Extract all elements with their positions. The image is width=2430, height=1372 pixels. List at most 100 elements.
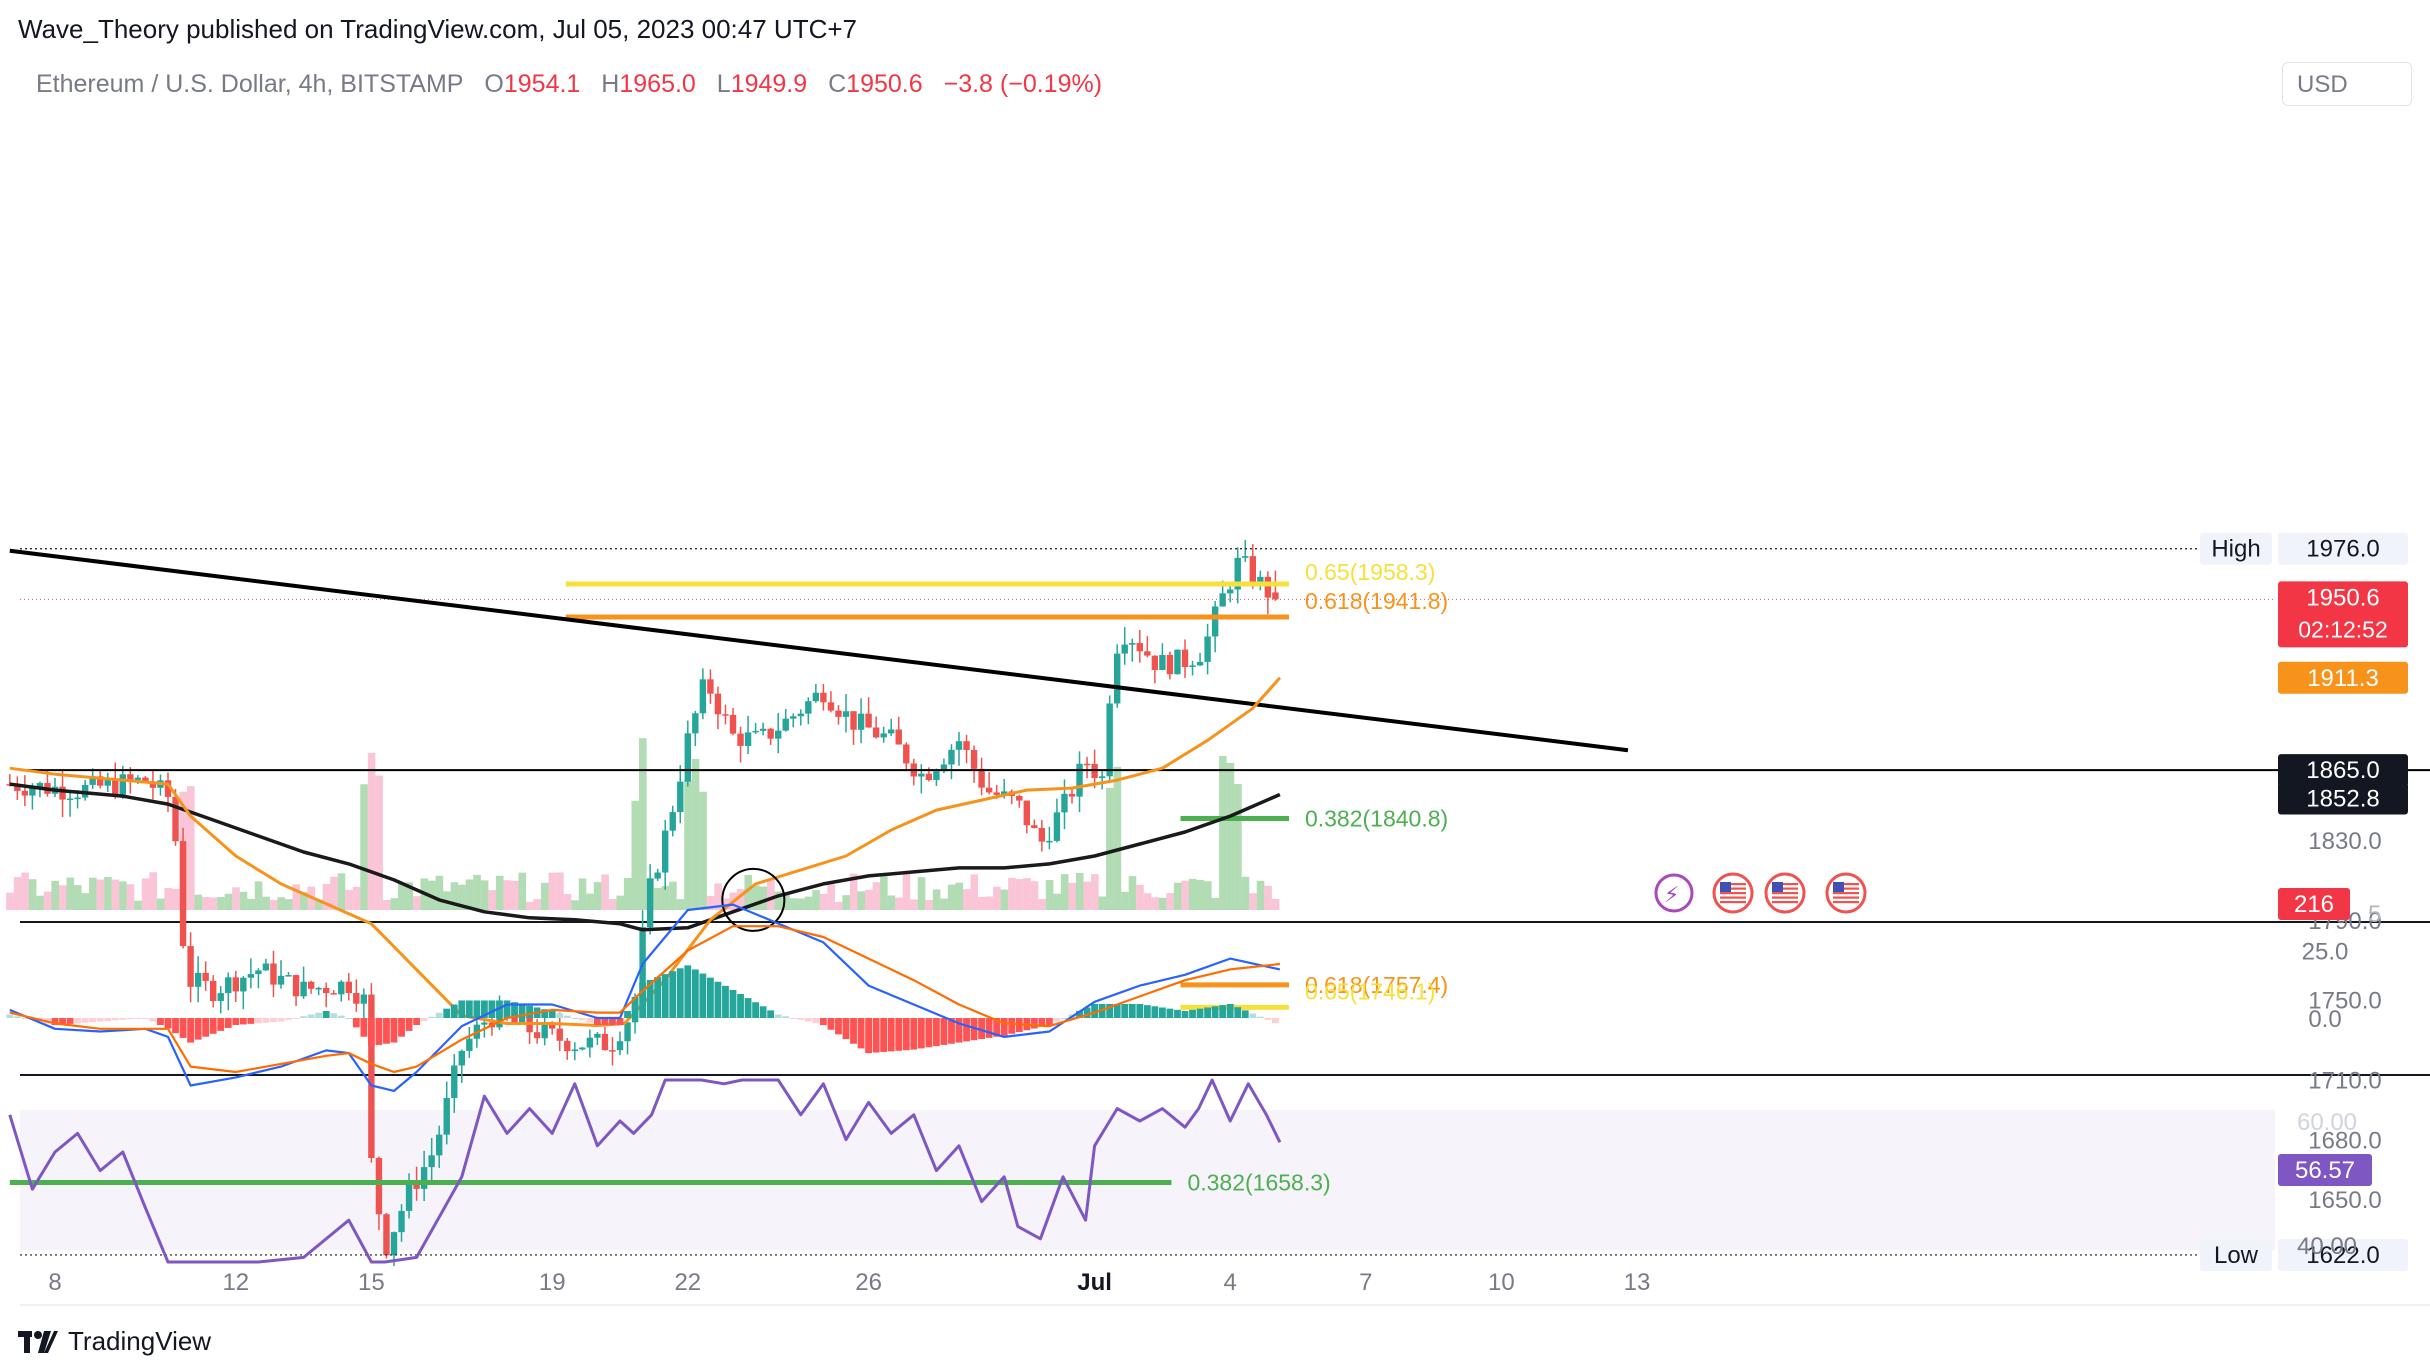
macd-histogram-bar bbox=[1204, 1007, 1211, 1018]
volume-bar bbox=[797, 898, 805, 910]
rsi-axis-tick: 60.00 bbox=[2297, 1109, 2357, 1136]
macd-axis-tick: 0.0 bbox=[2308, 1006, 2341, 1033]
candle-body bbox=[1038, 827, 1046, 842]
macd-histogram-bar bbox=[910, 1018, 918, 1050]
trend-line[interactable] bbox=[9, 548, 1629, 753]
candle-body bbox=[624, 1022, 631, 1042]
volume-bar bbox=[1030, 881, 1039, 910]
circle-marker[interactable] bbox=[721, 867, 786, 932]
candle-body bbox=[827, 702, 835, 711]
svg-text:Low: Low bbox=[2214, 1242, 2259, 1269]
volume-bar bbox=[1188, 878, 1197, 910]
us-flag-event-icon[interactable] bbox=[1825, 872, 1867, 914]
currency-button[interactable]: USD bbox=[2282, 62, 2412, 106]
volume-bar bbox=[518, 872, 527, 910]
macd-histogram-bar bbox=[149, 1018, 157, 1022]
candle-body bbox=[481, 1022, 488, 1025]
low-label: L bbox=[716, 70, 731, 98]
candle-body bbox=[240, 977, 247, 992]
candle-body bbox=[104, 779, 111, 786]
macd-histogram-bar bbox=[134, 1018, 142, 1019]
macd-histogram-bar bbox=[74, 1018, 81, 1024]
macd-histogram-bar bbox=[51, 1018, 59, 1026]
us-flag-event-icon[interactable] bbox=[1764, 872, 1806, 914]
macd-histogram-bar bbox=[737, 994, 744, 1018]
volume-bar bbox=[842, 895, 850, 910]
volume-bar bbox=[345, 889, 353, 910]
volume-bar bbox=[616, 895, 624, 910]
candle-body bbox=[1106, 703, 1113, 777]
candle-body bbox=[677, 781, 684, 813]
macd-histogram-bar bbox=[1106, 1003, 1114, 1018]
macd-histogram-bar bbox=[300, 1016, 307, 1018]
macd-histogram-bar bbox=[669, 971, 677, 1018]
candle-body bbox=[737, 733, 744, 746]
svg-text:1950.6: 1950.6 bbox=[2306, 584, 2379, 611]
candle-body bbox=[669, 812, 676, 831]
macd-histogram-bar bbox=[895, 1018, 903, 1051]
candle-body bbox=[850, 711, 857, 730]
footer-brand: TradingView bbox=[68, 1326, 212, 1356]
candle-body bbox=[549, 1024, 556, 1029]
volume-bar bbox=[962, 889, 971, 910]
candle-body bbox=[420, 1167, 428, 1189]
tradingview-logo[interactable]: TradingView bbox=[18, 1326, 211, 1357]
macd-histogram-bar bbox=[66, 1018, 74, 1024]
lightning-event-icon[interactable] bbox=[1654, 873, 1694, 913]
candle-body bbox=[790, 716, 797, 719]
macd-histogram-bar bbox=[1196, 1008, 1204, 1018]
volume-bar bbox=[126, 884, 135, 910]
symbol-bar[interactable]: Ethereum / U.S. Dollar, 4h, BITSTAMP O19… bbox=[36, 70, 1102, 99]
candle-body bbox=[616, 1041, 624, 1051]
fib-level-label: 0.618(1757.4) bbox=[1305, 972, 1448, 998]
macd-histogram-bar bbox=[435, 1012, 443, 1018]
macd-histogram-bar bbox=[187, 1018, 194, 1043]
candle-body bbox=[662, 830, 669, 873]
candle-body bbox=[1023, 800, 1030, 826]
svg-text:1622.0: 1622.0 bbox=[2306, 1242, 2379, 1269]
macd-histogram-bar bbox=[654, 977, 662, 1018]
volume-bar bbox=[1015, 879, 1024, 910]
candle-body bbox=[880, 733, 887, 738]
volume-bar bbox=[450, 882, 459, 910]
volume-bar bbox=[13, 877, 22, 910]
price-axis-tick: 1750.0 bbox=[2308, 988, 2381, 1015]
candle-body bbox=[149, 781, 157, 788]
macd-signal-line bbox=[9, 925, 1281, 1074]
volume-bar bbox=[917, 877, 926, 910]
svg-text:02:12:52: 02:12:52 bbox=[2298, 616, 2388, 642]
macd-histogram-bar bbox=[1256, 1016, 1264, 1018]
macd-histogram-bar bbox=[676, 968, 684, 1018]
candle-body bbox=[405, 1182, 413, 1211]
volume-bar bbox=[691, 758, 700, 910]
volume-bar bbox=[28, 879, 37, 910]
volume-bar bbox=[510, 880, 519, 910]
candle-body bbox=[451, 1065, 458, 1099]
macd-histogram-bar bbox=[172, 1018, 179, 1034]
us-flag-event-icon[interactable] bbox=[1712, 872, 1754, 914]
candle-body bbox=[127, 774, 134, 780]
volume-bar bbox=[375, 775, 383, 910]
macd-histogram-bar bbox=[390, 1018, 398, 1043]
candle-body bbox=[443, 1098, 450, 1135]
volume-bar bbox=[262, 896, 270, 910]
candle-body bbox=[247, 974, 255, 978]
volume-bar bbox=[397, 882, 406, 910]
volume-bar bbox=[578, 878, 587, 910]
macd-histogram-bar bbox=[1008, 1018, 1016, 1034]
candle-body bbox=[307, 981, 315, 989]
volume-bar bbox=[367, 752, 376, 910]
volume-bar bbox=[58, 885, 67, 910]
volume-bar bbox=[104, 876, 112, 910]
candle-body bbox=[97, 776, 104, 786]
price-axis-tick: 1680.0 bbox=[2308, 1127, 2381, 1154]
volume-bar bbox=[857, 891, 866, 910]
volume-bar bbox=[1151, 897, 1159, 910]
macd-histogram-bar bbox=[413, 1018, 420, 1026]
macd-histogram-bar bbox=[759, 1006, 767, 1018]
volume-bar bbox=[978, 896, 986, 910]
macd-histogram-bar bbox=[255, 1018, 262, 1024]
macd-histogram-bar bbox=[526, 1005, 533, 1018]
volume-bar bbox=[1053, 893, 1061, 910]
